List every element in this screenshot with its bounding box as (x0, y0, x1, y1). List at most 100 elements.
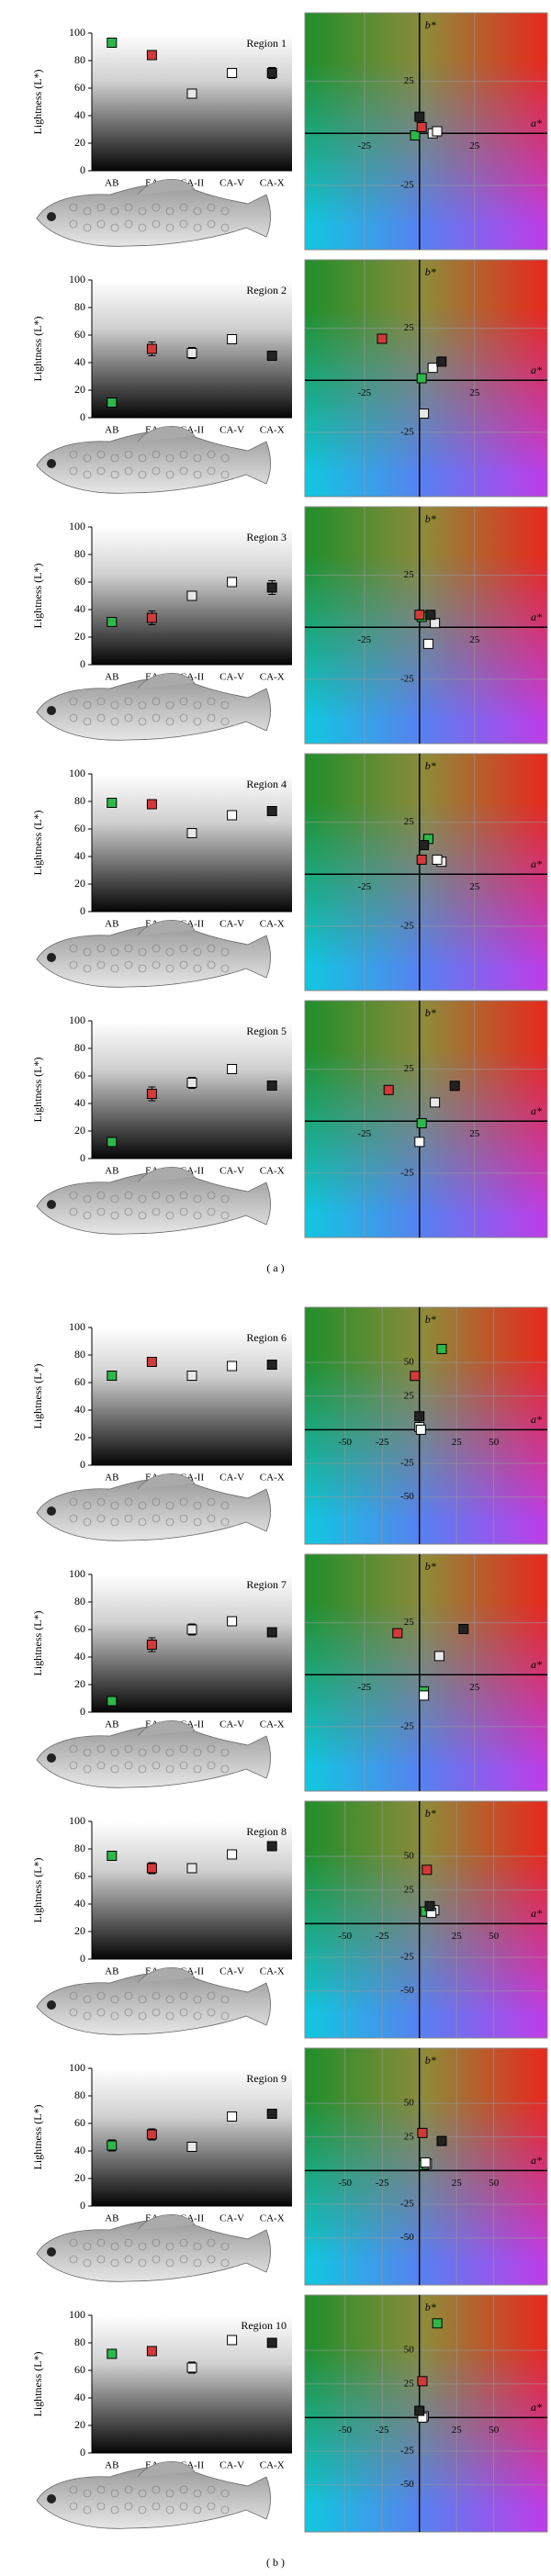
y-tick-label: 40 (74, 1897, 85, 1910)
fish-scale (152, 2238, 161, 2247)
fish-image (36, 1167, 271, 1235)
fish-scale (152, 1497, 161, 1506)
fish-scale (83, 2489, 92, 2498)
fish-scale (165, 1995, 174, 2004)
fish-scale (152, 944, 161, 953)
x-tick-label: CA-V (219, 672, 244, 683)
y-tick-label: 60 (74, 2116, 85, 2129)
y-tick-label: 80 (74, 1041, 85, 1054)
data-point (146, 799, 157, 810)
data-point (432, 854, 443, 865)
fish-scale (96, 203, 106, 212)
fish-image (36, 673, 271, 741)
y-tick-label: 80 (74, 2335, 85, 2348)
fish-scale (124, 1191, 133, 1200)
fish-eye (47, 459, 56, 468)
plot-frame (304, 2047, 548, 2286)
x-tick-label: CA-V (219, 919, 244, 930)
fish-scale (83, 717, 92, 726)
y-axis-label: Lightness (L*) (31, 70, 44, 135)
fish-scale (193, 1764, 202, 1774)
fish-scale (69, 2485, 78, 2494)
x-tick-label: CA-V (219, 1473, 244, 1484)
x-tick-label: 25 (469, 634, 480, 645)
y-axis-label: b* (425, 265, 436, 278)
fish-scale (96, 2238, 106, 2247)
fish-scale (83, 2258, 92, 2268)
fish-scale (110, 2011, 119, 2021)
fish-scale (138, 717, 147, 726)
fish-scale (165, 1211, 174, 1220)
fish-scale (110, 223, 119, 232)
x-tick-label: CA-X (260, 1719, 285, 1730)
fish-scale (69, 1497, 78, 1506)
y-tick-label: 20 (74, 2171, 85, 2184)
fish-scale (179, 1191, 188, 1200)
fish-scale (96, 1207, 106, 1216)
fish-scale (110, 947, 119, 957)
fish-image (36, 2214, 271, 2282)
x-tick-label: CA-V (219, 1166, 244, 1177)
fish-scale (207, 219, 216, 229)
fish-scale (110, 1518, 119, 1527)
x-tick-label: AB (105, 1473, 118, 1484)
plot-background (92, 2315, 292, 2453)
fish-scale (124, 2008, 133, 2017)
x-tick-label: CA-V (219, 425, 244, 436)
data-point (415, 1424, 426, 1435)
y-tick-label: 60 (74, 822, 85, 834)
fish-scale (96, 2485, 106, 2494)
fish-body (36, 1725, 271, 1788)
fish-scale (96, 2502, 106, 2511)
data-point (186, 590, 197, 601)
fish-scale (220, 717, 230, 726)
chart-title: Region 1 (246, 37, 287, 50)
fish-scale (138, 700, 147, 710)
fish-scale (124, 1207, 133, 1216)
fish-scale (69, 1744, 78, 1753)
fish-scale (220, 1194, 230, 1204)
fish-scale (69, 1207, 78, 1216)
fish-scale (152, 713, 161, 722)
fish-scale (152, 1991, 161, 2000)
y-tick-label: 25 (404, 1390, 415, 1401)
y-tick-label: 20 (74, 1924, 85, 1937)
y-axis-label: Lightness (L*) (31, 811, 44, 876)
fish-scale (124, 1744, 133, 1753)
y-tick-label: 25 (404, 569, 415, 580)
y-tick-label: 60 (74, 1869, 85, 1882)
fish-scale (138, 2242, 147, 2251)
fish-scale (165, 470, 174, 479)
y-tick-label: -25 (400, 1167, 414, 1178)
fish-image (36, 1473, 271, 1541)
y-axis-label: b* (425, 512, 436, 525)
y-axis-label: b* (425, 1807, 436, 1820)
fish-scale (110, 1764, 119, 1774)
data-point (432, 126, 443, 137)
y-tick-label: 0 (80, 410, 85, 423)
fish-scale (207, 713, 216, 722)
fish-image (36, 426, 271, 494)
x-tick-label: AB (105, 178, 118, 189)
x-tick-label: 50 (489, 2178, 500, 2189)
fish-scale (69, 203, 78, 212)
x-tick-label: CA-X (260, 1166, 285, 1177)
fish-scale (179, 2238, 188, 2247)
data-point (107, 2140, 118, 2151)
fish-scale (207, 2238, 216, 2247)
y-tick-label: 80 (74, 1348, 85, 1361)
fish-scale (124, 1497, 133, 1506)
chart-title: Region 6 (246, 1331, 287, 1344)
x-tick-label: AB (105, 425, 118, 436)
fish-scale (69, 466, 78, 476)
y-tick-label: 80 (74, 53, 85, 66)
data-point (186, 1371, 197, 1381)
fish-scale (83, 207, 92, 216)
fish-scale (207, 203, 216, 212)
fish-scale (165, 1501, 174, 1510)
y-tick-label: 20 (74, 1430, 85, 1443)
fish-scale (152, 960, 161, 969)
data-point (186, 1624, 197, 1635)
fish-scale (207, 1514, 216, 1523)
